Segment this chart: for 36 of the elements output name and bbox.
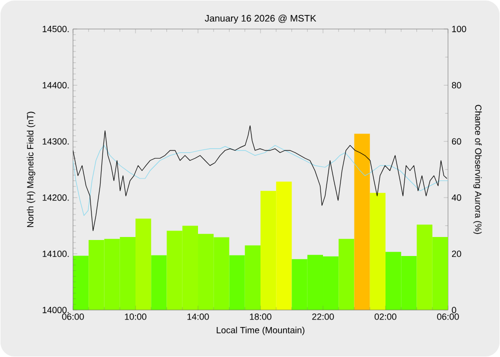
x-tick-label: 06:00 bbox=[437, 314, 459, 320]
x-tick-label: 06:00 bbox=[62, 314, 84, 320]
bar bbox=[432, 236, 448, 310]
x-axis-title: Local Time (Mountain) bbox=[216, 326, 304, 336]
y-tick-label: 14400. bbox=[42, 82, 69, 88]
y2-tick-label: 40 bbox=[452, 194, 462, 201]
bar bbox=[354, 134, 370, 310]
bar bbox=[370, 192, 386, 310]
x-tick-label: 14:00 bbox=[187, 314, 209, 320]
x-tick-label: 22:00 bbox=[312, 314, 334, 320]
bar bbox=[416, 224, 432, 310]
bar bbox=[244, 245, 261, 310]
y2-tick-label: 60 bbox=[452, 138, 462, 145]
y-tick-label: 14100. bbox=[42, 250, 69, 257]
x-tick-label: 10:00 bbox=[124, 314, 146, 320]
y2-tick-label: 0 bbox=[452, 306, 456, 314]
y-tick-label: 14000. bbox=[42, 306, 69, 314]
bar bbox=[338, 238, 354, 310]
y2-tick-label: 20 bbox=[452, 250, 462, 257]
bar bbox=[151, 255, 167, 310]
y2-tick-label: 100 bbox=[452, 26, 466, 32]
y-tick-label: 14200. bbox=[42, 194, 69, 201]
line-series bbox=[73, 145, 448, 216]
y-axis-title: North (H) Magnetic Field (nT) bbox=[26, 112, 36, 228]
bar bbox=[136, 218, 152, 310]
bar bbox=[276, 182, 292, 310]
x-tick-label: 02:00 bbox=[374, 314, 396, 320]
bar bbox=[260, 190, 276, 310]
x-tick-label: 18:00 bbox=[250, 314, 272, 320]
y2-axis-title: Chance of Observing Aurora (%) bbox=[473, 104, 482, 234]
y-tick-label: 14500. bbox=[42, 26, 69, 32]
bar bbox=[73, 256, 89, 310]
chart-title: January 16 2026 @ MSTK bbox=[204, 14, 316, 24]
y2-tick-label: 80 bbox=[452, 82, 462, 88]
y-tick-label: 14300. bbox=[42, 138, 69, 145]
bar bbox=[229, 255, 245, 310]
